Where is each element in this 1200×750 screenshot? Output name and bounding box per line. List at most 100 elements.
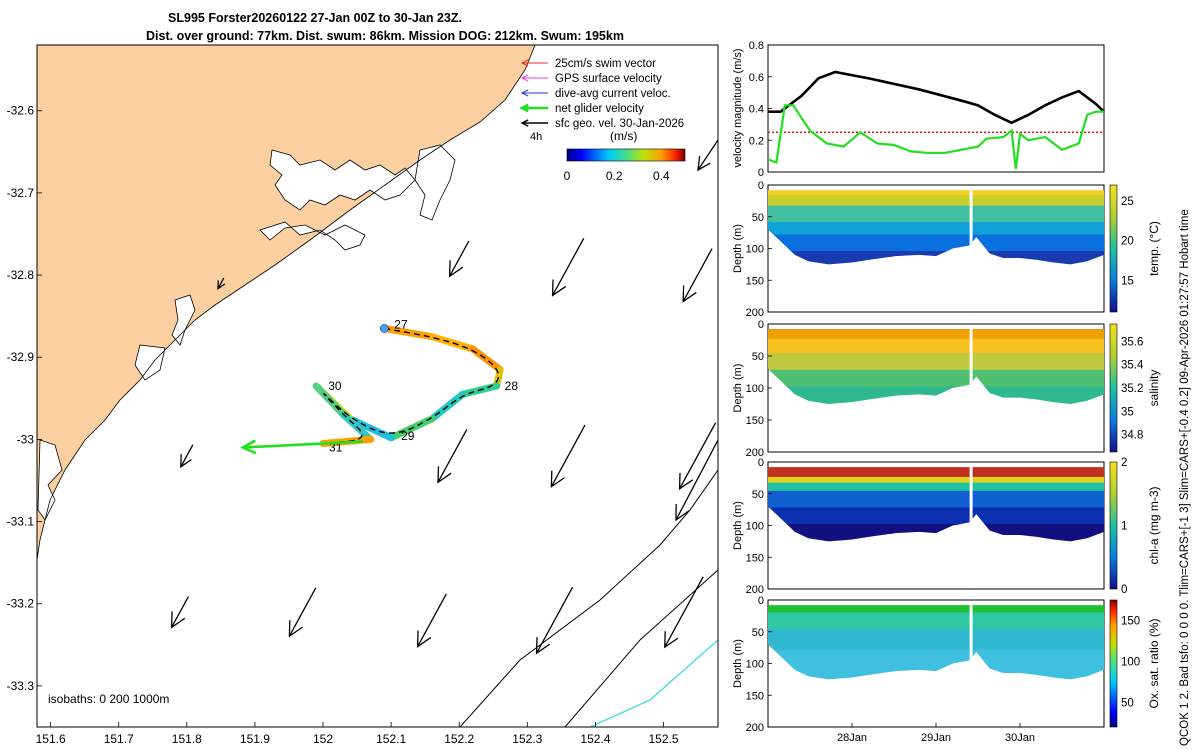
section-ytick-label: 50	[752, 627, 764, 639]
section-ylabel: Depth (m)	[732, 224, 744, 273]
section-xtick-label: 28Jan	[837, 732, 867, 744]
section-ylabel: Depth (m)	[732, 501, 744, 550]
net-glider-velocity-arrow	[240, 439, 364, 455]
isobath-200b	[564, 569, 718, 727]
section-band	[768, 482, 1104, 492]
section-ytick-label: 150	[746, 415, 764, 427]
velocity-black-series	[768, 70, 1105, 125]
red-arrow-icon	[520, 59, 548, 67]
section-data-area	[768, 329, 1104, 404]
velocity-panel: velocity magnitude (m/s) 0 0.2 0.4 0.6 0.8	[732, 40, 1105, 179]
velocity-frame	[767, 44, 1105, 173]
section-ytick-label: 150	[746, 552, 764, 564]
section-colorbar-label: salinity	[1147, 370, 1161, 407]
section-band	[768, 476, 1104, 484]
section-ytick-label: 150	[746, 275, 764, 287]
section-colorbar-label: chl-a (mg m-3)	[1147, 486, 1161, 564]
velocity-ytick-label: 0.2	[749, 135, 764, 147]
section-ytick-label: 200	[746, 307, 764, 319]
section-xtick-label: 30Jan	[1005, 732, 1035, 744]
estuary-southwest	[37, 439, 63, 521]
geo-velocity-arrow	[664, 576, 704, 649]
black-arrow-icon	[520, 119, 548, 127]
velocity-ytick-label: 0.6	[749, 72, 764, 84]
section-band	[768, 507, 1104, 525]
section-colorbar-label: temp. (°C)	[1147, 221, 1161, 276]
geo-velocity-arrow	[416, 593, 447, 648]
velocity-ylabel: velocity magnitude (m/s)	[732, 48, 744, 167]
geo-velocity-arrow	[550, 424, 586, 488]
section-band	[768, 490, 1104, 509]
map-ytick-label: -32.6	[7, 104, 35, 118]
section-colorbar-label: Ox. sat. ratio (%)	[1147, 618, 1161, 708]
section-ytick-label: 0	[758, 595, 764, 607]
geo-velocity-arrows	[170, 139, 718, 655]
map-ytick-label: -33.2	[7, 597, 35, 611]
figure-title-line2: Dist. over ground: 77km. Dist. swum: 86k…	[146, 29, 624, 43]
isobath-200	[459, 469, 718, 727]
section-data-gap	[969, 605, 973, 680]
section-xtick-label: 29Jan	[921, 732, 951, 744]
legend-label: sfc geo. vel. 30-Jan-2026	[555, 118, 684, 130]
map-x-ticks: 151.6 151.7 151.8 151.9 152 152.1 152.2 152.3 15…	[36, 722, 679, 746]
map-xtick-label: 152.2	[444, 732, 474, 746]
land-area	[37, 45, 535, 560]
section-ytick-label: 200	[746, 447, 764, 459]
section-band	[768, 190, 1104, 196]
map-ytick-label: -32.9	[7, 350, 35, 364]
glider-track	[312, 324, 504, 448]
map-legend: 25cm/s swim vector GPS surface velocity di…	[519, 58, 684, 130]
legend-label: GPS surface velocity	[555, 73, 662, 85]
section-panel-sal: 0 50 100 150 200 Depth (m) 35.6 35.4 35.2 35 34.8 s…	[732, 319, 1161, 459]
section-colorbar	[1109, 599, 1118, 728]
blue-arrow-icon	[520, 89, 548, 97]
colorbar-tick-label: 0.2	[606, 169, 623, 183]
section-ytick-label: 0	[758, 457, 764, 469]
section-ytick-label: 200	[746, 584, 764, 596]
geo-velocity-arrow	[678, 422, 717, 491]
section-ytick-label: 0	[758, 319, 764, 331]
section-band	[768, 222, 1104, 236]
geo-velocity-arrow	[180, 444, 194, 469]
section-ylabel: Depth (m)	[732, 639, 744, 688]
track-day-label: 28	[505, 379, 519, 393]
section-colorbar-tick: 150	[1121, 615, 1140, 627]
track-day-label: 29	[401, 429, 415, 443]
section-colorbar-tick: 34.8	[1121, 430, 1143, 442]
legend-label: 25cm/s swim vector	[555, 58, 656, 70]
geo-velocity-arrow	[675, 439, 718, 522]
map-xtick-label: 152.5	[649, 732, 679, 746]
colorbar-tick-label: 0	[564, 169, 571, 183]
section-colorbar-tick: 35.6	[1121, 336, 1143, 348]
section-ytick-label: 100	[746, 659, 764, 671]
colorbar-unit-label: (m/s)	[610, 129, 637, 143]
section-band	[768, 628, 1104, 651]
geo-velocity-arrow	[437, 429, 468, 484]
isobath-1000	[589, 639, 718, 727]
lake-myall	[269, 149, 416, 211]
arrow-scale-label: 4h	[530, 131, 542, 143]
figure-title-line1: SL995 Forster20260122 27-Jan 00Z to 30-J…	[168, 11, 462, 25]
geo-velocity-arrow	[551, 237, 585, 297]
map-xtick-label: 152.4	[580, 732, 610, 746]
section-band	[768, 369, 1104, 388]
section-data-area	[768, 467, 1104, 542]
map-ytick-label: -32.8	[7, 268, 35, 282]
section-colorbar-tick: 15	[1121, 275, 1134, 287]
track-segment	[469, 345, 504, 374]
section-ytick-label: 50	[752, 489, 764, 501]
section-ytick-label: 50	[752, 351, 764, 363]
section-colorbar	[1109, 323, 1118, 453]
section-band	[768, 605, 1104, 614]
section-colorbar-tick: 35.4	[1121, 360, 1144, 372]
map-ytick-label: -33.1	[7, 515, 35, 529]
magenta-arrow-icon	[520, 74, 548, 82]
lake-wallis	[414, 144, 456, 221]
velocity-ytick-label: 0.8	[749, 40, 764, 52]
map-xtick-label: 151.9	[240, 732, 270, 746]
map-xtick-label: 151.8	[172, 732, 202, 746]
geo-velocity-arrow	[535, 586, 574, 655]
